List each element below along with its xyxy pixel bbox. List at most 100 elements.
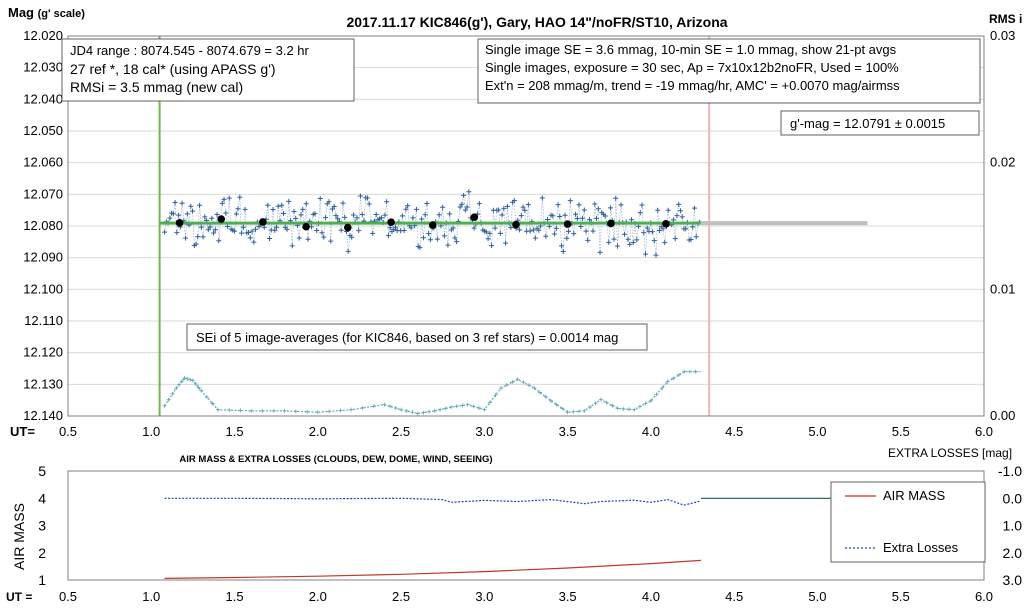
single-image-point xyxy=(560,248,566,254)
single-image-point xyxy=(499,212,505,218)
rms-point xyxy=(477,406,482,411)
single-image-point xyxy=(571,231,577,237)
single-image-point xyxy=(274,224,280,230)
single-image-point xyxy=(272,227,278,233)
rms-point xyxy=(282,408,287,413)
rms-point xyxy=(188,377,193,382)
single-image-point xyxy=(606,239,612,245)
single-image-point xyxy=(511,197,517,203)
single-image-point xyxy=(660,226,666,232)
single-image-point xyxy=(184,211,190,217)
single-image-point xyxy=(419,216,425,222)
top-y-tick-labels: 12.020 12.030 12.040 12.050 12.060 12.070 12.0… xyxy=(23,28,63,423)
rms-point xyxy=(671,376,676,381)
info-right-line-3: Ext'n = 208 mmag/m, trend = -19 mmag/hr,… xyxy=(485,78,900,93)
bottom-y-tick-label: 4 xyxy=(38,490,46,506)
info-right-line-1: Single image SE = 3.6 mmag, 10-min SE = … xyxy=(485,42,897,57)
single-image-point xyxy=(634,237,640,243)
single-image-point xyxy=(387,225,393,231)
single-image-point xyxy=(553,225,559,231)
single-image-point xyxy=(293,216,299,222)
top-chart-title: 2017.11.17 KIC846(g'), Gary, HAO 14"/noF… xyxy=(346,14,727,30)
single-image-point xyxy=(459,201,465,207)
rms-point xyxy=(565,410,570,415)
single-image-point xyxy=(629,217,635,223)
top-x-tick-label: 5.5 xyxy=(892,424,910,439)
legend-losses-label: Extra Losses xyxy=(883,540,959,555)
rms-point xyxy=(537,390,542,395)
single-image-point xyxy=(331,203,337,209)
bottom-chart: AIR MASS & EXTRA LOSSES (CLOUDS, DEW, DO… xyxy=(6,446,1022,604)
rms-point xyxy=(162,403,167,408)
single-image-point xyxy=(445,242,451,248)
single-image-point xyxy=(354,215,360,221)
single-image-point xyxy=(581,207,587,213)
single-image-point xyxy=(426,231,432,237)
rms-point xyxy=(660,385,665,390)
single-image-point xyxy=(539,195,545,201)
rms-point xyxy=(349,407,354,412)
average-point xyxy=(259,218,267,226)
top-ylabel: Mag (g' scale) xyxy=(8,5,85,20)
rms-point xyxy=(371,404,376,409)
rms-point xyxy=(260,408,265,413)
bottom-y-tick-label: 5 xyxy=(38,463,46,479)
rms-point xyxy=(687,369,692,374)
single-image-point xyxy=(622,231,628,237)
rms-point xyxy=(204,395,209,400)
single-image-point xyxy=(219,200,225,206)
top-y-tick-label: 12.060 xyxy=(23,155,63,170)
bottom-y2label: EXTRA LOSSES [mag] xyxy=(888,446,1012,460)
single-image-point xyxy=(508,225,514,231)
single-image-point xyxy=(237,194,243,200)
single-image-point xyxy=(636,223,642,229)
single-image-point xyxy=(261,224,267,230)
single-image-point xyxy=(200,234,206,240)
average-point xyxy=(217,215,226,223)
top-series xyxy=(159,213,868,416)
single-image-point xyxy=(424,200,430,206)
rms-point xyxy=(338,408,343,413)
rms-point xyxy=(210,401,215,406)
rms-point xyxy=(610,403,615,408)
bottom-y-tick-labels: 1 2 3 4 5 xyxy=(38,463,46,588)
top-plot-frame xyxy=(67,35,985,417)
single-image-point xyxy=(566,228,572,234)
rms-point xyxy=(177,382,182,387)
rms-point xyxy=(493,393,498,398)
rms-point xyxy=(196,385,201,390)
single-image-point xyxy=(611,236,617,242)
top-x-tick-label: 4.5 xyxy=(725,424,743,439)
single-image-point xyxy=(531,227,537,233)
single-image-point xyxy=(340,200,346,206)
single-image-point xyxy=(587,217,593,223)
single-image-point xyxy=(688,236,694,242)
single-image-point xyxy=(174,230,180,236)
top-x-tick-label: 1.5 xyxy=(226,424,244,439)
single-image-point xyxy=(162,229,168,235)
rms-point xyxy=(598,397,603,402)
single-image-point xyxy=(326,199,332,205)
single-image-point xyxy=(670,217,676,223)
single-image-point xyxy=(483,229,489,235)
single-image-point xyxy=(615,243,621,249)
rms-point xyxy=(238,408,243,413)
single-image-point xyxy=(677,208,683,214)
single-image-point xyxy=(457,204,463,210)
rms-point xyxy=(543,394,548,399)
single-image-point xyxy=(364,195,370,201)
bottom-y-tick-label: 3 xyxy=(38,518,46,534)
single-image-point xyxy=(639,202,645,208)
top-x-tick-label: 3.5 xyxy=(559,424,577,439)
rms-point xyxy=(421,410,426,415)
single-image-point xyxy=(525,201,531,207)
single-image-point xyxy=(440,204,446,210)
bottom-legend: AIR MASS Extra Losses xyxy=(830,481,986,563)
rms-point xyxy=(682,369,687,374)
single-image-point xyxy=(567,198,573,204)
rms-point xyxy=(449,405,454,410)
rms-point xyxy=(648,398,653,403)
single-image-point xyxy=(618,202,624,208)
rms-point xyxy=(465,402,470,407)
